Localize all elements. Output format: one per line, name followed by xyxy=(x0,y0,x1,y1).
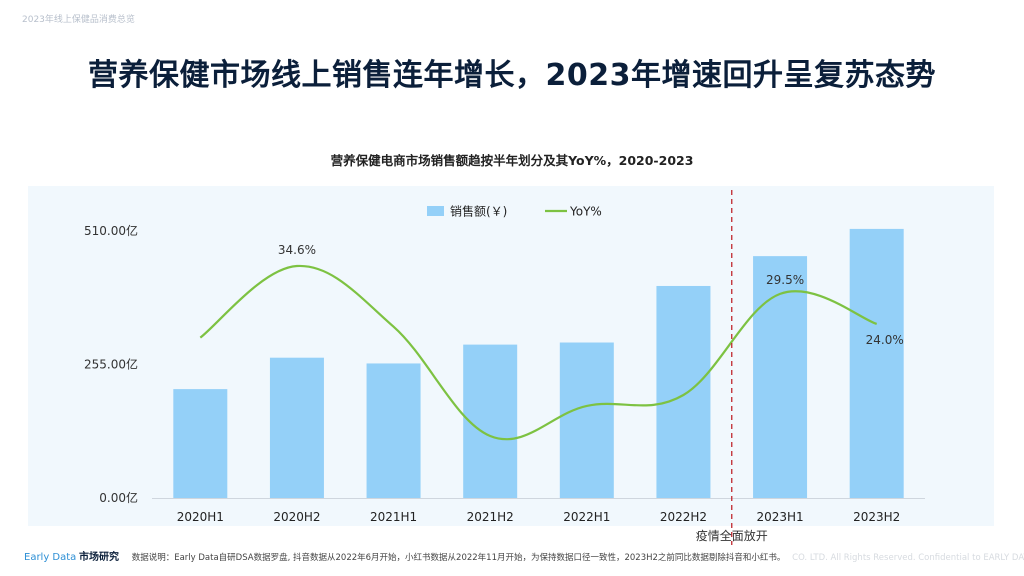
x-tick-label: 2023H2 xyxy=(853,510,900,524)
bar-2023h2 xyxy=(849,228,904,498)
bar-2021h1 xyxy=(366,363,421,498)
x-tick-label: 2022H2 xyxy=(660,510,707,524)
legend-swatch-bar xyxy=(427,206,444,216)
bar-2022h1 xyxy=(559,342,614,498)
brand-name-cn: 市场研究 xyxy=(79,552,120,563)
bar-2023h1 xyxy=(753,256,808,498)
page-title: 营养保健市场线上销售连年增长，2023年增速回升呈复苏态势 xyxy=(88,58,936,93)
bar-2020h1 xyxy=(173,389,228,498)
x-tick-label: 2022H1 xyxy=(563,510,610,524)
yoy-line xyxy=(199,264,878,441)
y-tick-label: 0.00亿 xyxy=(99,490,138,505)
data-note: 数据说明：Early Data自研DSA数据罗盘, 抖音数据从2022年6月开始… xyxy=(131,553,786,563)
bar-2020h2 xyxy=(269,357,324,498)
bar-2021h2 xyxy=(463,344,518,498)
x-tick-label: 2020H2 xyxy=(273,510,320,524)
yoy-data-label: 34.6% xyxy=(278,243,316,257)
legend-label-yoy: YoY% xyxy=(569,205,602,219)
yoy-data-label: 29.5% xyxy=(766,273,804,287)
yoy-data-label: 24.0% xyxy=(866,333,904,347)
brand-name-en: Early Data xyxy=(24,552,77,563)
chart-title: 营养保健电商市场销售额趋按半年划分及其YoY%，2020-2023 xyxy=(330,153,694,168)
y-tick-label: 255.00亿 xyxy=(84,357,138,372)
breadcrumb: 2023年线上保健品消费总览 xyxy=(22,15,135,25)
x-tick-label: 2021H2 xyxy=(467,510,514,524)
footer: Early Data 市场研究 数据说明：Early Data自研DSA数据罗盘… xyxy=(24,548,1024,564)
copyright-text: CO. LTD. All Rights Reserved. Confidenti… xyxy=(792,553,1024,563)
x-tick-label: 2021H1 xyxy=(370,510,417,524)
y-tick-label: 510.00亿 xyxy=(84,223,138,238)
x-tick-label: 2023H1 xyxy=(756,510,803,524)
x-tick-label: 2020H1 xyxy=(177,510,224,524)
annotation-label: 疫情全面放开 xyxy=(696,528,768,543)
legend-label-sales: 销售额(￥) xyxy=(450,204,507,219)
bar-2022h2 xyxy=(656,285,711,498)
